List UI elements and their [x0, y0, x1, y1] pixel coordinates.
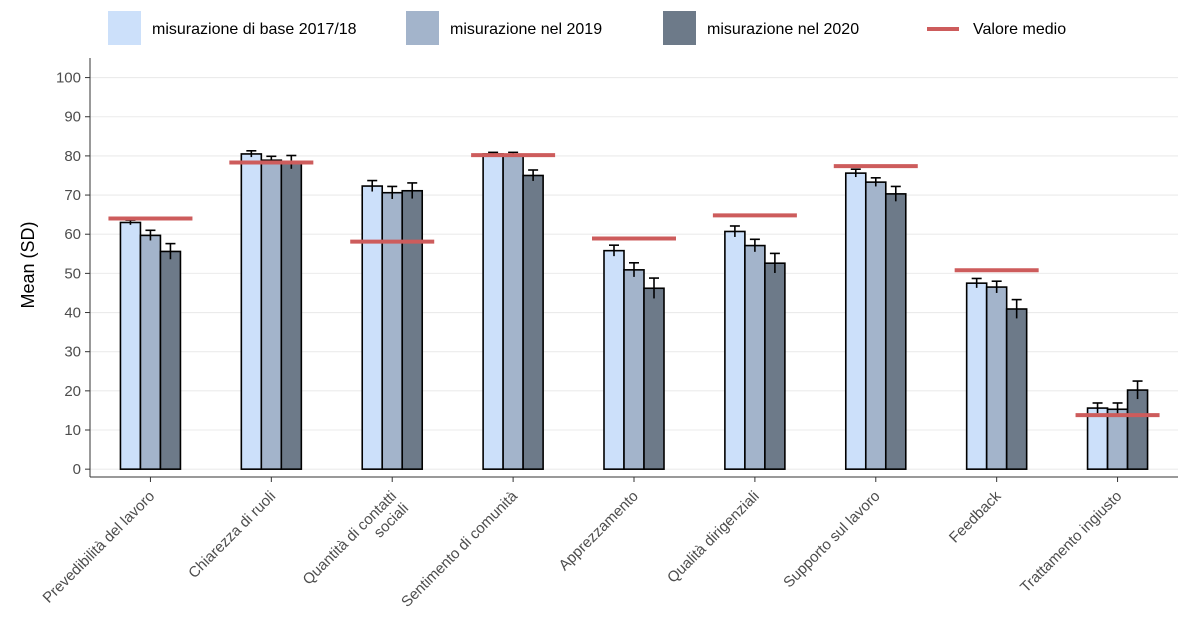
- bar: [1126, 389, 1149, 470]
- bar: [764, 262, 786, 470]
- legend: misurazione di base 2017/18 misurazione n…: [108, 11, 1066, 45]
- bar: [965, 282, 988, 470]
- bar: [260, 159, 283, 470]
- bar: [623, 269, 645, 470]
- y-tick-label: 70: [64, 187, 81, 204]
- x-tick-label: Quantità di contattisociali: [300, 488, 412, 600]
- y-axis-title: Mean (SD): [18, 221, 38, 308]
- bar: [884, 193, 907, 470]
- bar: [985, 286, 1008, 470]
- bar: [724, 230, 746, 470]
- x-tick-label-line: Trattamento ingiusto: [1017, 488, 1125, 596]
- x-tick-label-line: Apprezzamento: [556, 488, 642, 574]
- bar: [240, 153, 263, 470]
- bar: [864, 181, 887, 470]
- legend-label: misurazione nel 2020: [707, 21, 859, 38]
- y-tick-label: 50: [64, 265, 81, 282]
- x-tick-label-line: Qualità dirigenziali: [664, 488, 763, 587]
- x-tick-label: Sentimento di comunità: [398, 487, 521, 610]
- bar: [744, 244, 766, 470]
- bars: [119, 153, 1149, 470]
- y-tick-label: 30: [64, 344, 81, 361]
- bar: [1005, 308, 1028, 470]
- legend-swatch: [108, 11, 141, 45]
- bar: [381, 191, 404, 470]
- y-axis: 0 10 20 30 40 50 60 70 80 90 100: [56, 58, 91, 478]
- x-tick-label: Supporto sul lavoro: [780, 488, 883, 591]
- y-tick-label: 100: [56, 70, 81, 87]
- y-tick-label: 80: [64, 148, 81, 165]
- x-tick-label: Qualità dirigenziali: [664, 488, 763, 587]
- x-tick-label-line: Chiarezza di ruoli: [185, 488, 279, 582]
- bar: [139, 234, 162, 470]
- bar: [1086, 407, 1109, 470]
- bar: [361, 185, 384, 470]
- y-tick-label: 60: [64, 226, 81, 243]
- bar: [522, 174, 544, 470]
- bar: [119, 221, 142, 470]
- x-tick-label: Feedback: [946, 487, 1005, 546]
- mean-lines: [108, 153, 1160, 418]
- y-tick-label: 40: [64, 305, 81, 322]
- x-tick-label: Prevedibilità del lavoro: [40, 488, 159, 607]
- bar: [1106, 408, 1129, 470]
- x-tick-label: Trattamento ingiusto: [1017, 488, 1125, 596]
- bar: [401, 189, 424, 470]
- x-tick-label-line: Feedback: [946, 487, 1005, 546]
- bar: [844, 172, 867, 470]
- y-tick-label: 0: [73, 461, 81, 478]
- y-tick-label: 20: [64, 383, 81, 400]
- legend-swatch: [663, 11, 696, 45]
- x-axis: Prevedibilità del lavoro Chiarezza di ruo…: [40, 476, 1178, 611]
- legend-swatch: [406, 11, 439, 45]
- bar: [482, 153, 504, 470]
- legend-label: misurazione di base 2017/18: [152, 21, 357, 38]
- bar: [502, 153, 524, 470]
- x-tick-label-line: Prevedibilità del lavoro: [40, 488, 159, 607]
- x-tick-label: Apprezzamento: [556, 488, 642, 574]
- y-tick-label: 10: [64, 422, 81, 439]
- bar: [280, 161, 303, 470]
- error-bars: [125, 150, 1143, 416]
- legend-label: misurazione nel 2019: [450, 21, 602, 38]
- bar: [643, 287, 665, 470]
- x-tick-label-line: Sentimento di comunità: [398, 487, 521, 610]
- y-tick-label: 90: [64, 109, 81, 126]
- x-tick-label: Chiarezza di ruoli: [185, 488, 279, 582]
- x-tick-label-line: Supporto sul lavoro: [780, 488, 883, 591]
- legend-label: Valore medio: [973, 21, 1066, 38]
- bar: [603, 249, 625, 470]
- bar: [159, 250, 182, 470]
